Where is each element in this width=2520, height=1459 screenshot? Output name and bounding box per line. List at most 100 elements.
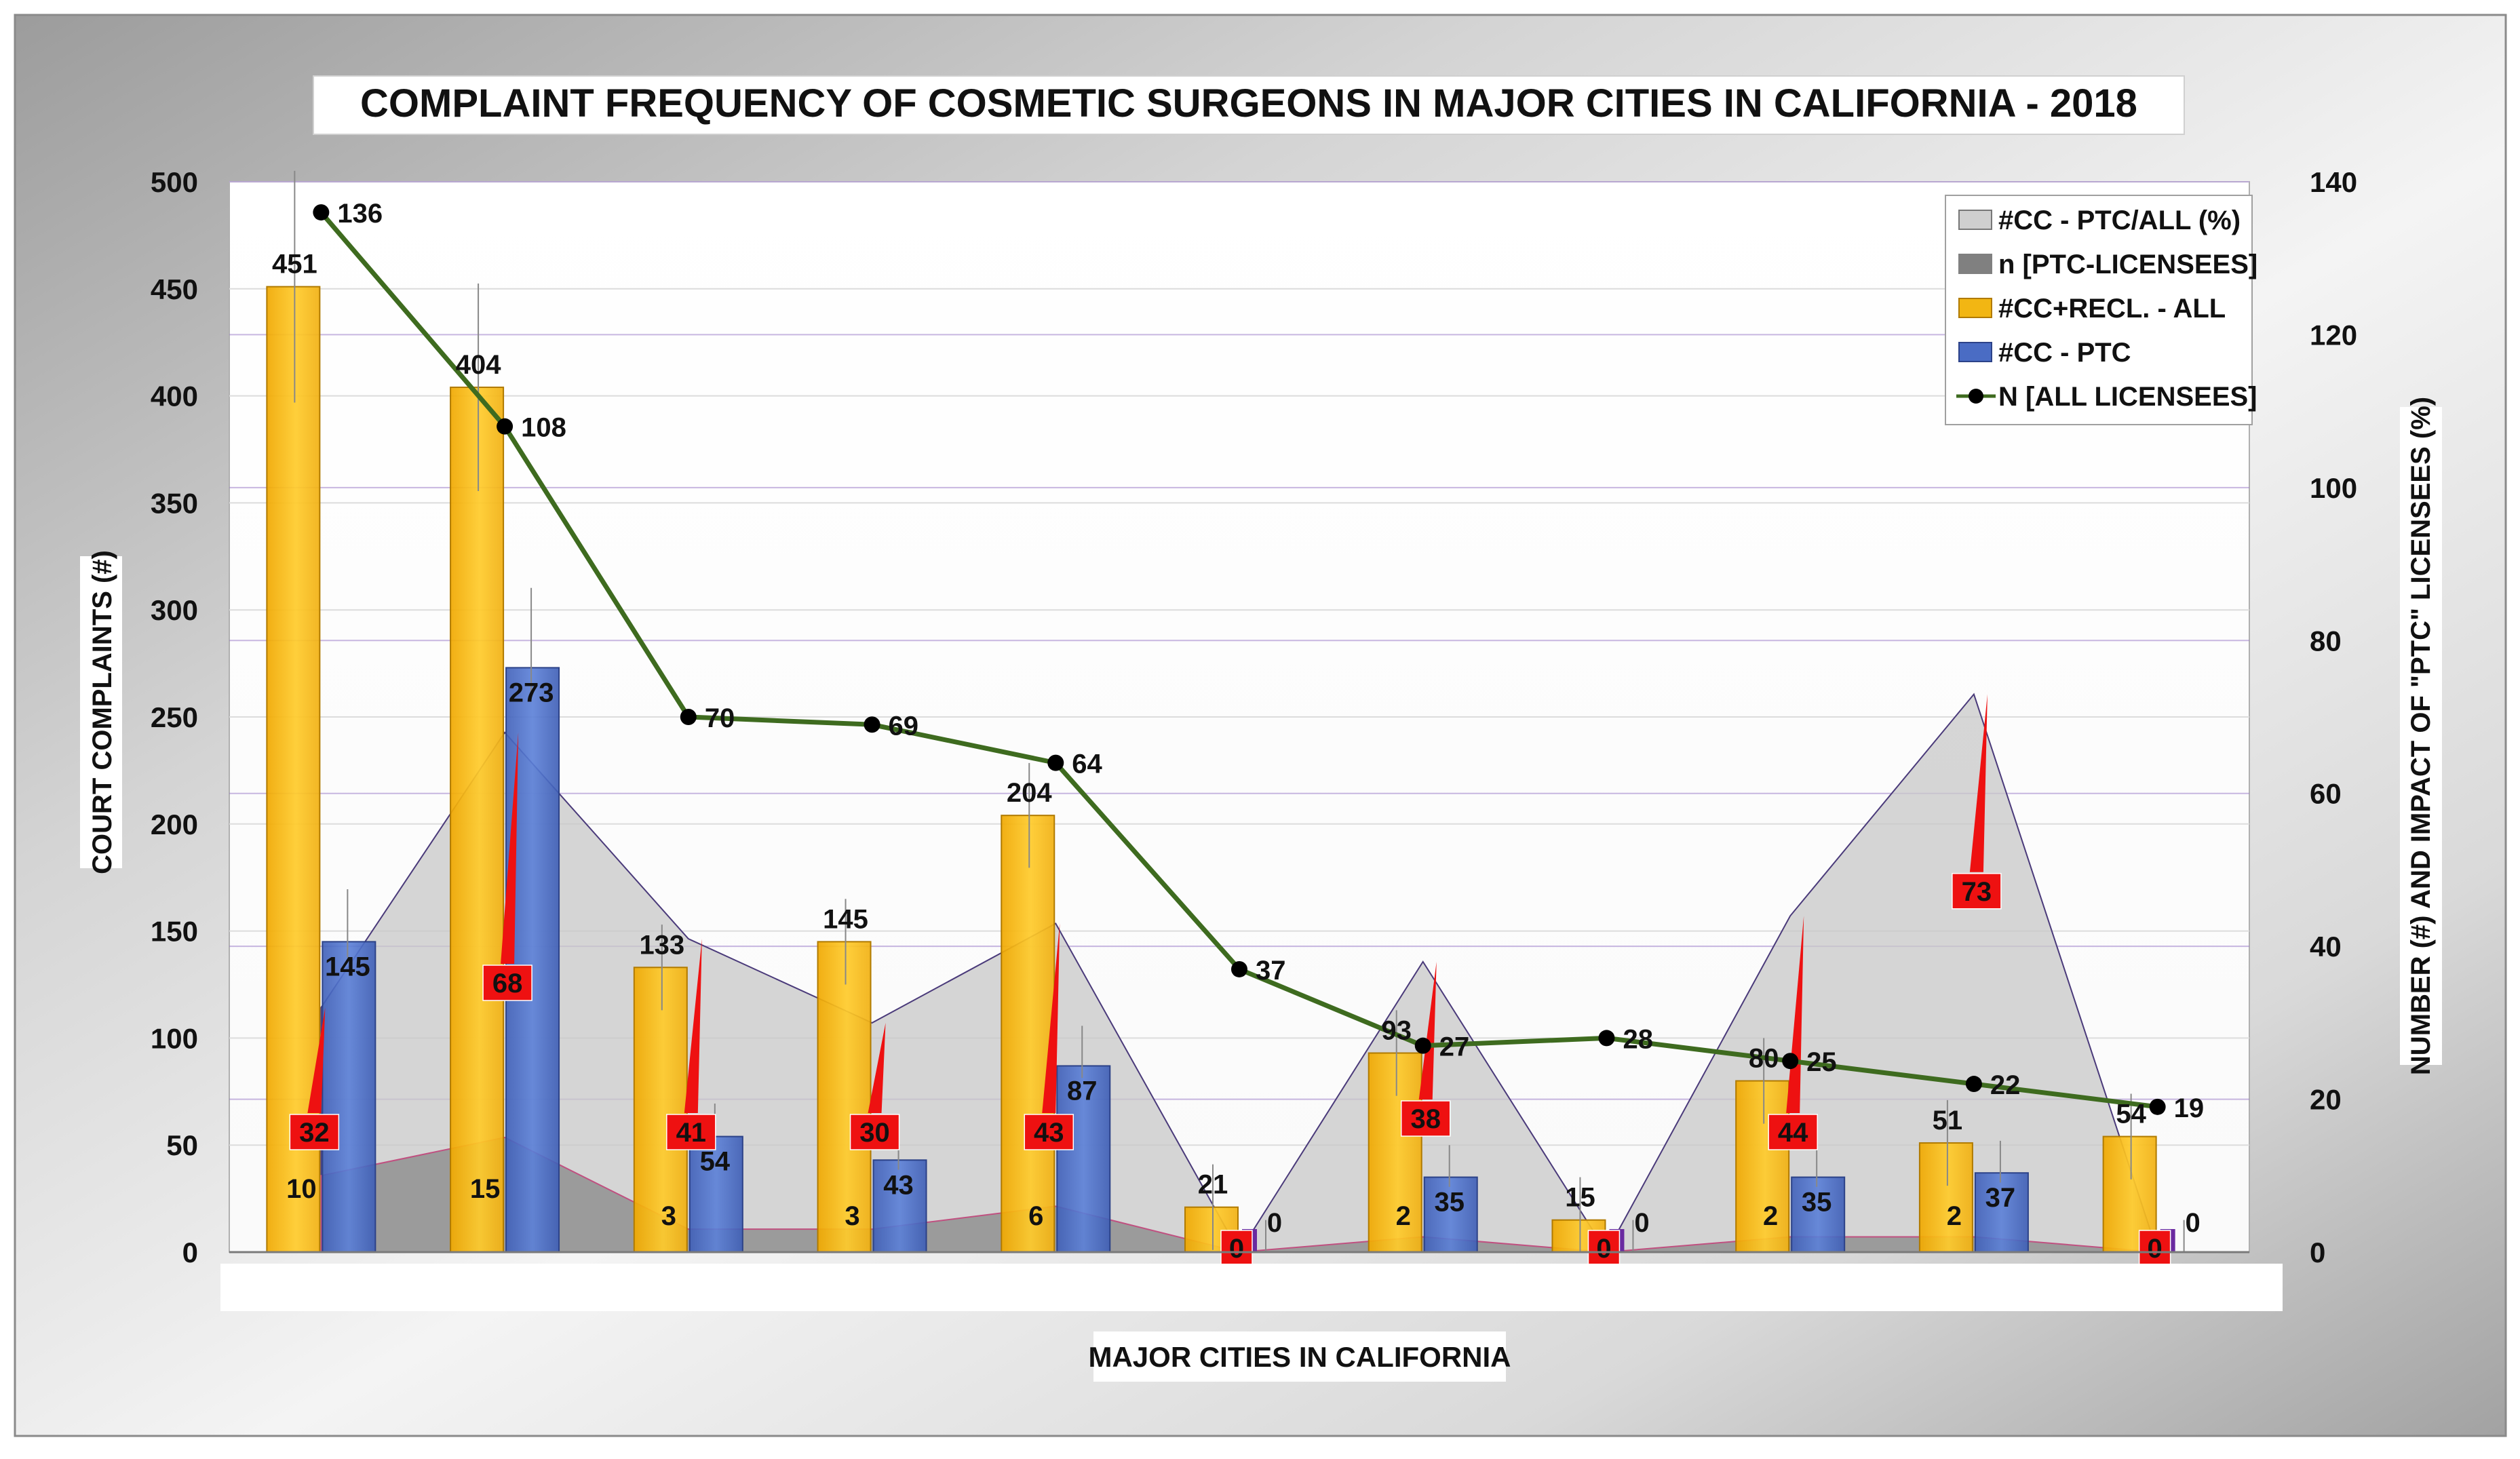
value-label-line: 37 (1256, 956, 1286, 986)
legend-label: N [ALL LICENSEES] (1998, 382, 2257, 412)
value-label-ptc: 35 (1802, 1188, 1832, 1218)
y2-tick-label: 60 (2310, 778, 2342, 810)
legend: #CC - PTC/ALL (%) n [PTC-LICENSEES] #CC+RE… (1945, 195, 2257, 425)
ratio-spike (1418, 961, 1437, 1100)
y-tick-label: 150 (151, 916, 198, 948)
legend-label: #CC+RECL. - ALL (1998, 294, 2226, 324)
value-label-ratio: 41 (676, 1118, 707, 1148)
y2-tick-label: 20 (2310, 1084, 2342, 1116)
ratio-spike (501, 732, 519, 964)
ratio-spike (307, 1007, 326, 1113)
ratio-badge (666, 1114, 716, 1150)
value-label-all: 133 (639, 930, 684, 960)
legend-swatch (1958, 298, 1992, 318)
legend-swatch (1958, 342, 1992, 362)
value-label-all: 54 (2116, 1100, 2146, 1129)
value-label-all: 21 (1198, 1170, 1228, 1200)
value-label-all: 204 (1007, 778, 1052, 808)
value-label-ratio: 44 (1778, 1118, 1808, 1148)
line-marker (1231, 960, 1247, 977)
ratio-badge (289, 1114, 340, 1150)
value-label-all: 93 (1381, 1015, 1412, 1045)
value-label-n: 2 (1396, 1201, 1411, 1231)
value-label-n: 10 (286, 1174, 317, 1204)
value-label-all: 451 (272, 250, 317, 279)
value-label-line: 28 (1623, 1024, 1653, 1054)
value-label-ratio: 0 (1596, 1234, 1611, 1264)
y2-axis-title-box: NUMBER (#) AND IMPACT OF "PTC" LICENSEES… (2400, 397, 2442, 1075)
y-tick-label: 500 (151, 166, 198, 198)
y-tick-label: 200 (151, 809, 198, 840)
value-label-ptc: 54 (700, 1147, 731, 1177)
value-label-ptc: 37 (1985, 1183, 2016, 1213)
chart-title: COMPLAINT FREQUENCY OF COSMETIC SURGEONS… (360, 81, 2137, 125)
value-label-line: 25 (1806, 1047, 1837, 1077)
line-marker (1047, 754, 1064, 771)
value-label-ratio: 43 (1034, 1118, 1064, 1148)
title-box (313, 75, 2185, 135)
bar-ptc (689, 1135, 743, 1253)
legend-swatch-marker (1969, 389, 1983, 404)
legend-label: #CC - PTC (1998, 338, 2131, 368)
value-label-all: 80 (1749, 1044, 1779, 1074)
value-label-ptc: 35 (1434, 1188, 1465, 1218)
bar-ptc (872, 1159, 927, 1253)
ratio-badge (849, 1114, 900, 1150)
value-label-ptc: 0 (1267, 1208, 1282, 1238)
y2-tick-label: 0 (2310, 1237, 2325, 1268)
value-label-ratio: 30 (859, 1118, 890, 1148)
ratio-badge (1024, 1114, 1074, 1150)
legend-swatch (1958, 254, 1992, 274)
line-marker (313, 204, 330, 221)
line-marker (1598, 1030, 1615, 1047)
legend-label: n [PTC-LICENSEES] (1998, 250, 2257, 279)
y2-tick-label: 40 (2310, 931, 2342, 962)
y-tick-label: 250 (151, 701, 198, 733)
bar-all (1735, 1080, 1790, 1253)
bar-all (1918, 1142, 1973, 1253)
value-label-ratio: 0 (2148, 1234, 2163, 1264)
value-label-n: 6 (1028, 1201, 1043, 1231)
bar-ptc (1423, 1176, 1478, 1253)
value-label-line: 64 (1072, 750, 1102, 779)
y-tick-label: 300 (151, 594, 198, 626)
line-marker (680, 709, 697, 725)
ratio-spike (684, 939, 702, 1113)
value-label-ratio: 0 (1229, 1234, 1244, 1264)
value-label-n: 3 (845, 1201, 859, 1231)
line-marker (864, 716, 880, 733)
bar-all (1001, 815, 1055, 1253)
value-label-n: 2 (1763, 1201, 1778, 1231)
value-label-n: 2 (1947, 1201, 1962, 1231)
y-tick-label: 0 (182, 1237, 198, 1268)
x-axis-title: MAJOR CITIES IN CALIFORNIA (1088, 1341, 1511, 1373)
value-label-line: 69 (889, 711, 919, 741)
bar-ptc (1056, 1065, 1111, 1253)
y-tick-label: 50 (166, 1129, 198, 1161)
value-label-all: 15 (1565, 1183, 1595, 1213)
bar-ptc (322, 941, 376, 1253)
bar-all (817, 941, 872, 1253)
line-marker (1965, 1076, 1982, 1093)
value-label-ptc: 145 (325, 952, 370, 981)
value-label-all: 51 (1933, 1106, 1963, 1135)
value-label-n: 15 (470, 1174, 501, 1204)
y2-axis-title: NUMBER (#) AND IMPACT OF "PTC" LICENSEES… (2406, 397, 2436, 1075)
y-tick-label: 350 (151, 487, 198, 519)
ratio-badge (1952, 873, 2002, 910)
bar-ptc (1791, 1176, 1846, 1253)
ratio-badge (482, 965, 532, 1001)
x-axis-title-box (1093, 1331, 1506, 1382)
y-axis-title-box: COURT COMPLAINTS (#) (80, 550, 122, 874)
y-tick-label: 400 (151, 381, 198, 412)
value-label-ratio: 32 (299, 1118, 330, 1148)
line-marker (497, 418, 513, 435)
value-label-ptc: 43 (883, 1170, 914, 1200)
ratio-badge (1768, 1114, 1818, 1150)
y2-tick-label: 80 (2310, 625, 2342, 657)
bar-all (1368, 1052, 1422, 1253)
line-marker (1414, 1037, 1431, 1054)
value-label-ptc: 273 (509, 678, 554, 707)
value-label-line: 27 (1439, 1032, 1470, 1062)
